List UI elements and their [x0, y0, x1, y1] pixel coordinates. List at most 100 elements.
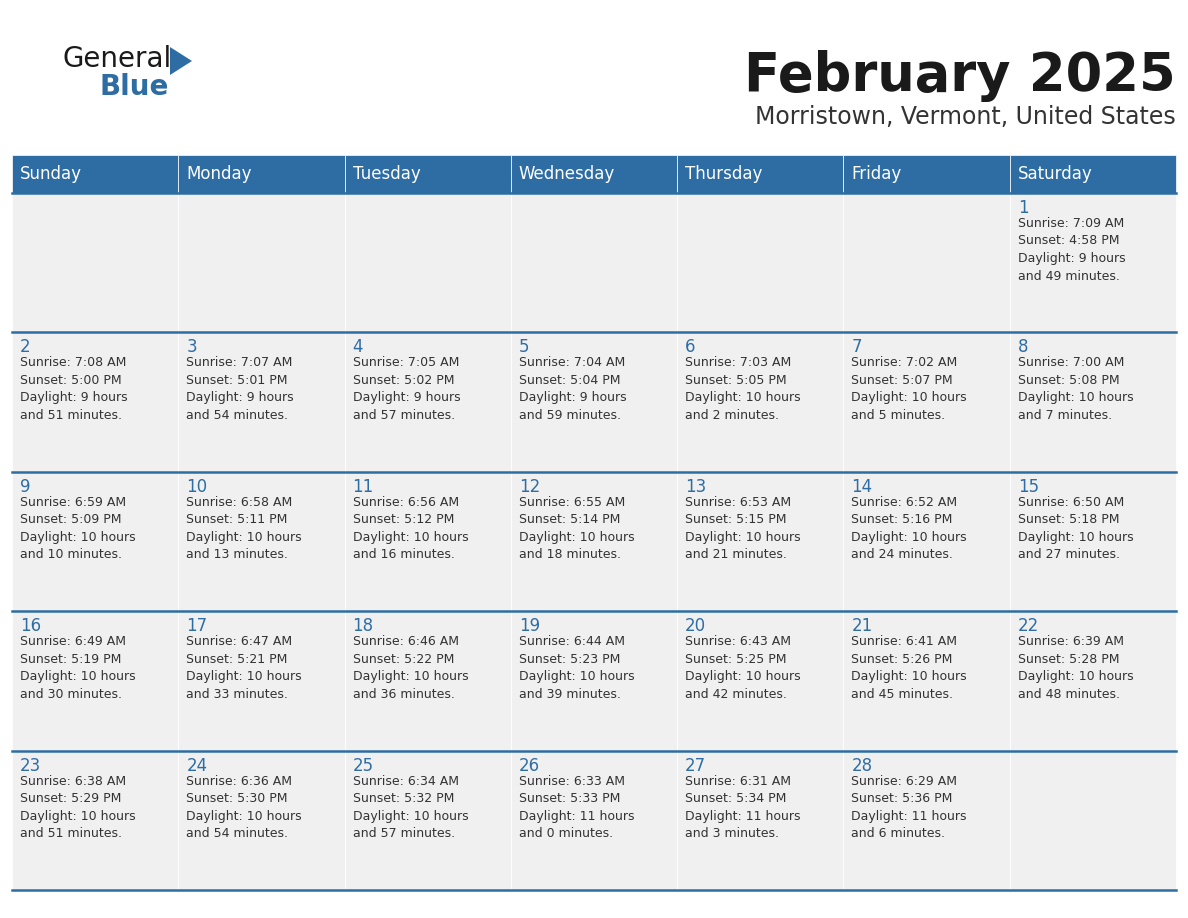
- Text: Sunrise: 6:58 AM
Sunset: 5:11 PM
Daylight: 10 hours
and 13 minutes.: Sunrise: 6:58 AM Sunset: 5:11 PM Dayligh…: [187, 496, 302, 561]
- Bar: [345, 332, 511, 472]
- Bar: [1010, 472, 1176, 611]
- Bar: [345, 751, 511, 890]
- Text: 16: 16: [20, 617, 42, 635]
- Text: 22: 22: [1018, 617, 1040, 635]
- Text: Saturday: Saturday: [1018, 165, 1093, 183]
- Text: 8: 8: [1018, 339, 1029, 356]
- Text: Sunrise: 7:05 AM
Sunset: 5:02 PM
Daylight: 9 hours
and 57 minutes.: Sunrise: 7:05 AM Sunset: 5:02 PM Dayligh…: [353, 356, 460, 422]
- Text: Sunday: Sunday: [20, 165, 82, 183]
- Text: 3: 3: [187, 339, 197, 356]
- Bar: [12, 751, 178, 890]
- Text: Sunrise: 7:03 AM
Sunset: 5:05 PM
Daylight: 10 hours
and 2 minutes.: Sunrise: 7:03 AM Sunset: 5:05 PM Dayligh…: [685, 356, 801, 422]
- Bar: [511, 332, 677, 472]
- Bar: [12, 155, 178, 193]
- Bar: [843, 611, 1010, 751]
- Bar: [677, 472, 843, 611]
- Bar: [677, 193, 843, 332]
- Text: Sunrise: 6:44 AM
Sunset: 5:23 PM
Daylight: 10 hours
and 39 minutes.: Sunrise: 6:44 AM Sunset: 5:23 PM Dayligh…: [519, 635, 634, 700]
- Text: 17: 17: [187, 617, 208, 635]
- Text: 13: 13: [685, 477, 707, 496]
- Bar: [511, 193, 677, 332]
- Text: Sunrise: 6:46 AM
Sunset: 5:22 PM
Daylight: 10 hours
and 36 minutes.: Sunrise: 6:46 AM Sunset: 5:22 PM Dayligh…: [353, 635, 468, 700]
- Text: Friday: Friday: [852, 165, 902, 183]
- Text: 12: 12: [519, 477, 541, 496]
- Text: 21: 21: [852, 617, 873, 635]
- Bar: [345, 155, 511, 193]
- Text: 25: 25: [353, 756, 374, 775]
- Bar: [178, 193, 345, 332]
- Bar: [1010, 193, 1176, 332]
- Bar: [511, 472, 677, 611]
- Text: 19: 19: [519, 617, 541, 635]
- Bar: [178, 472, 345, 611]
- Text: Sunrise: 6:29 AM
Sunset: 5:36 PM
Daylight: 11 hours
and 6 minutes.: Sunrise: 6:29 AM Sunset: 5:36 PM Dayligh…: [852, 775, 967, 840]
- Text: Morristown, Vermont, United States: Morristown, Vermont, United States: [756, 105, 1176, 129]
- Bar: [677, 332, 843, 472]
- Text: 28: 28: [852, 756, 872, 775]
- Bar: [511, 611, 677, 751]
- Bar: [843, 193, 1010, 332]
- Bar: [843, 332, 1010, 472]
- Bar: [12, 611, 178, 751]
- Text: 4: 4: [353, 339, 364, 356]
- Text: 26: 26: [519, 756, 541, 775]
- Text: 11: 11: [353, 477, 374, 496]
- Bar: [12, 332, 178, 472]
- Bar: [1010, 611, 1176, 751]
- Bar: [1010, 155, 1176, 193]
- Bar: [178, 155, 345, 193]
- Text: 10: 10: [187, 477, 208, 496]
- Text: Blue: Blue: [100, 73, 170, 101]
- Text: 24: 24: [187, 756, 208, 775]
- Bar: [12, 193, 178, 332]
- Bar: [1010, 332, 1176, 472]
- Text: 27: 27: [685, 756, 707, 775]
- Text: 6: 6: [685, 339, 696, 356]
- Text: 20: 20: [685, 617, 707, 635]
- Text: Sunrise: 7:04 AM
Sunset: 5:04 PM
Daylight: 9 hours
and 59 minutes.: Sunrise: 7:04 AM Sunset: 5:04 PM Dayligh…: [519, 356, 626, 422]
- Bar: [843, 155, 1010, 193]
- Polygon shape: [170, 47, 192, 75]
- Bar: [677, 751, 843, 890]
- Text: Sunrise: 7:02 AM
Sunset: 5:07 PM
Daylight: 10 hours
and 5 minutes.: Sunrise: 7:02 AM Sunset: 5:07 PM Dayligh…: [852, 356, 967, 422]
- Text: Sunrise: 6:59 AM
Sunset: 5:09 PM
Daylight: 10 hours
and 10 minutes.: Sunrise: 6:59 AM Sunset: 5:09 PM Dayligh…: [20, 496, 135, 561]
- Text: Sunrise: 7:08 AM
Sunset: 5:00 PM
Daylight: 9 hours
and 51 minutes.: Sunrise: 7:08 AM Sunset: 5:00 PM Dayligh…: [20, 356, 127, 422]
- Text: 14: 14: [852, 477, 872, 496]
- Text: 7: 7: [852, 339, 862, 356]
- Text: Sunrise: 6:41 AM
Sunset: 5:26 PM
Daylight: 10 hours
and 45 minutes.: Sunrise: 6:41 AM Sunset: 5:26 PM Dayligh…: [852, 635, 967, 700]
- Text: Sunrise: 6:33 AM
Sunset: 5:33 PM
Daylight: 11 hours
and 0 minutes.: Sunrise: 6:33 AM Sunset: 5:33 PM Dayligh…: [519, 775, 634, 840]
- Text: Sunrise: 6:52 AM
Sunset: 5:16 PM
Daylight: 10 hours
and 24 minutes.: Sunrise: 6:52 AM Sunset: 5:16 PM Dayligh…: [852, 496, 967, 561]
- Text: Sunrise: 6:49 AM
Sunset: 5:19 PM
Daylight: 10 hours
and 30 minutes.: Sunrise: 6:49 AM Sunset: 5:19 PM Dayligh…: [20, 635, 135, 700]
- Text: Thursday: Thursday: [685, 165, 763, 183]
- Text: 18: 18: [353, 617, 374, 635]
- Bar: [178, 611, 345, 751]
- Text: Sunrise: 6:43 AM
Sunset: 5:25 PM
Daylight: 10 hours
and 42 minutes.: Sunrise: 6:43 AM Sunset: 5:25 PM Dayligh…: [685, 635, 801, 700]
- Text: Sunrise: 6:53 AM
Sunset: 5:15 PM
Daylight: 10 hours
and 21 minutes.: Sunrise: 6:53 AM Sunset: 5:15 PM Dayligh…: [685, 496, 801, 561]
- Bar: [345, 611, 511, 751]
- Text: Sunrise: 6:31 AM
Sunset: 5:34 PM
Daylight: 11 hours
and 3 minutes.: Sunrise: 6:31 AM Sunset: 5:34 PM Dayligh…: [685, 775, 801, 840]
- Text: Sunrise: 6:39 AM
Sunset: 5:28 PM
Daylight: 10 hours
and 48 minutes.: Sunrise: 6:39 AM Sunset: 5:28 PM Dayligh…: [1018, 635, 1133, 700]
- Bar: [677, 611, 843, 751]
- Text: 5: 5: [519, 339, 530, 356]
- Text: Sunrise: 6:55 AM
Sunset: 5:14 PM
Daylight: 10 hours
and 18 minutes.: Sunrise: 6:55 AM Sunset: 5:14 PM Dayligh…: [519, 496, 634, 561]
- Text: Monday: Monday: [187, 165, 252, 183]
- Text: Sunrise: 6:36 AM
Sunset: 5:30 PM
Daylight: 10 hours
and 54 minutes.: Sunrise: 6:36 AM Sunset: 5:30 PM Dayligh…: [187, 775, 302, 840]
- Text: 15: 15: [1018, 477, 1038, 496]
- Bar: [677, 155, 843, 193]
- Bar: [511, 155, 677, 193]
- Bar: [178, 332, 345, 472]
- Text: Sunrise: 6:38 AM
Sunset: 5:29 PM
Daylight: 10 hours
and 51 minutes.: Sunrise: 6:38 AM Sunset: 5:29 PM Dayligh…: [20, 775, 135, 840]
- Text: 2: 2: [20, 339, 31, 356]
- Text: Tuesday: Tuesday: [353, 165, 421, 183]
- Bar: [345, 472, 511, 611]
- Text: Sunrise: 6:34 AM
Sunset: 5:32 PM
Daylight: 10 hours
and 57 minutes.: Sunrise: 6:34 AM Sunset: 5:32 PM Dayligh…: [353, 775, 468, 840]
- Text: Sunrise: 7:07 AM
Sunset: 5:01 PM
Daylight: 9 hours
and 54 minutes.: Sunrise: 7:07 AM Sunset: 5:01 PM Dayligh…: [187, 356, 293, 422]
- Bar: [12, 472, 178, 611]
- Text: February 2025: February 2025: [745, 50, 1176, 102]
- Text: Sunrise: 6:50 AM
Sunset: 5:18 PM
Daylight: 10 hours
and 27 minutes.: Sunrise: 6:50 AM Sunset: 5:18 PM Dayligh…: [1018, 496, 1133, 561]
- Text: Sunrise: 7:09 AM
Sunset: 4:58 PM
Daylight: 9 hours
and 49 minutes.: Sunrise: 7:09 AM Sunset: 4:58 PM Dayligh…: [1018, 217, 1125, 283]
- Text: 9: 9: [20, 477, 31, 496]
- Bar: [511, 751, 677, 890]
- Text: 23: 23: [20, 756, 42, 775]
- Bar: [1010, 751, 1176, 890]
